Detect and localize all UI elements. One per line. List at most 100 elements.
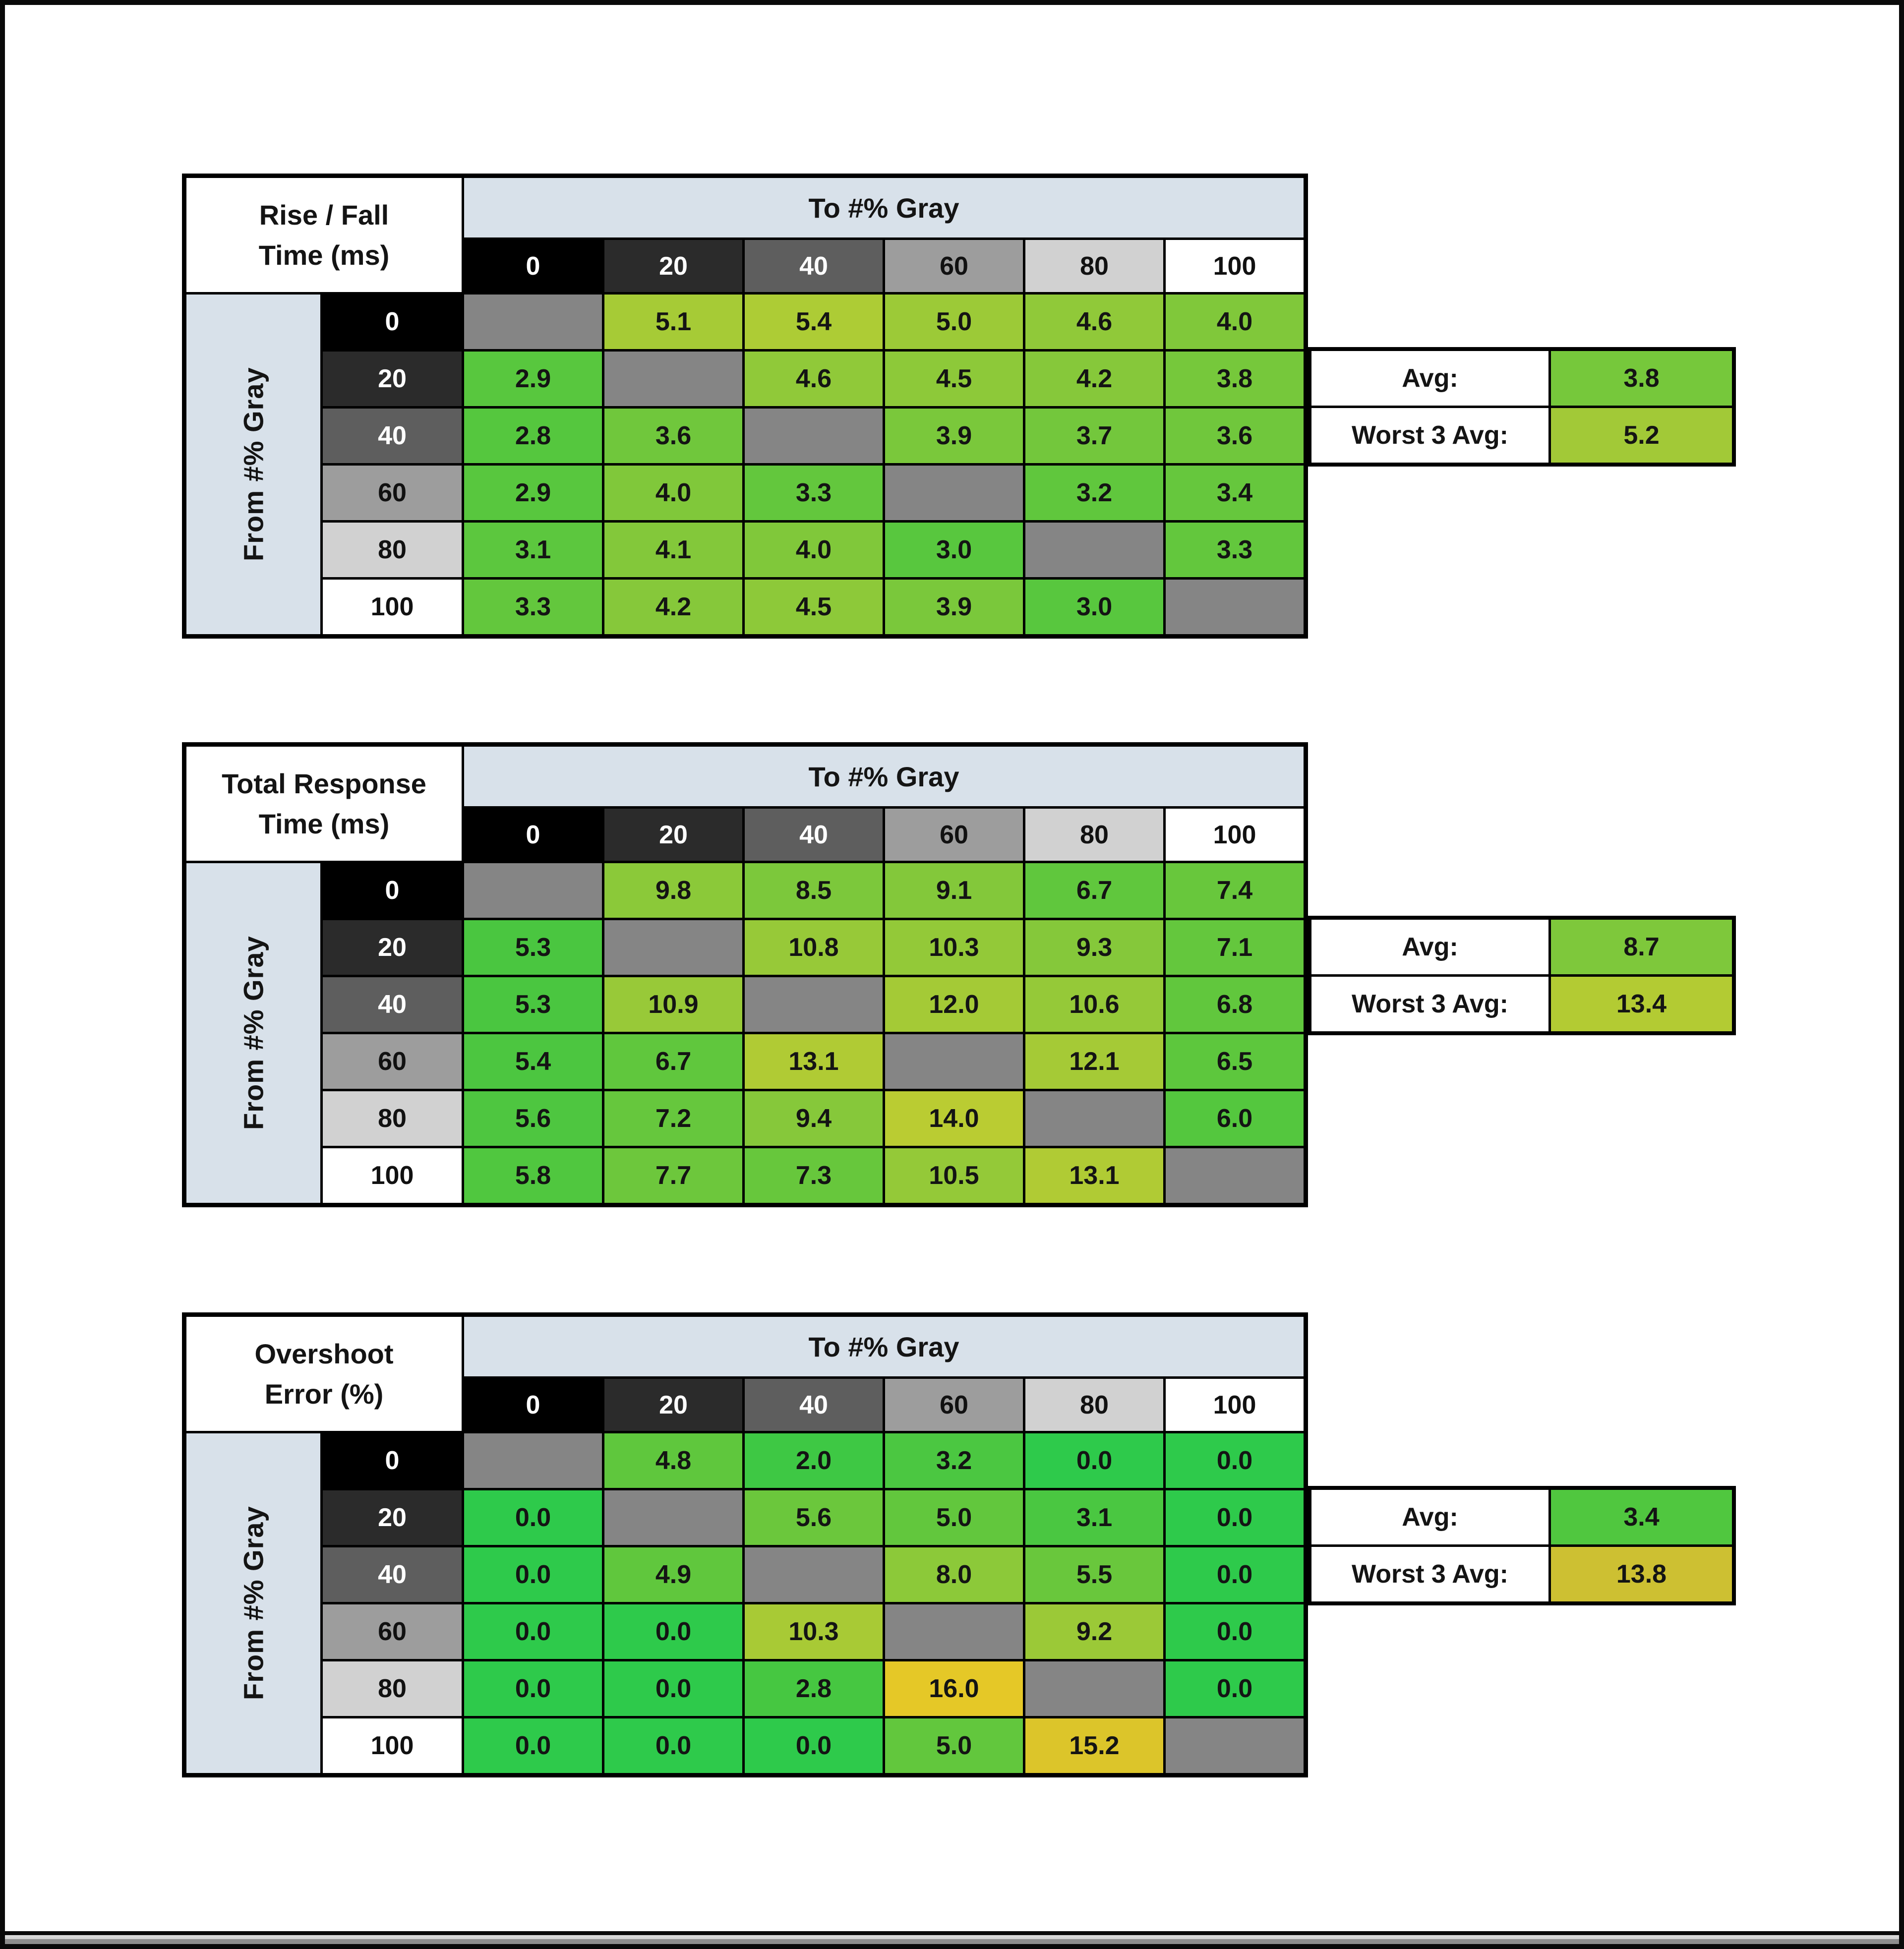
blank-diagonal-cell [464, 1433, 602, 1488]
col-header-40: 40 [745, 809, 883, 861]
value-cell-from60-to40: 10.3 [745, 1604, 883, 1659]
blank-diagonal-cell [604, 1490, 742, 1545]
value-cell-from60-to80: 3.2 [1025, 466, 1163, 520]
avg-value: 3.8 [1551, 351, 1732, 406]
value-cell-from20-to80: 9.3 [1025, 920, 1163, 975]
row-header-60: 60 [323, 466, 462, 520]
value-cell-from40-to100: 0.0 [1166, 1547, 1304, 1602]
value-cell-from100-to80: 3.0 [1025, 580, 1163, 634]
col-header-100: 100 [1166, 809, 1304, 861]
value-cell-from80-to60: 14.0 [885, 1091, 1023, 1146]
value-cell-from40-to60: 8.0 [885, 1547, 1023, 1602]
value-cell-from0-to100: 7.4 [1166, 863, 1304, 918]
row-header-20: 20 [323, 352, 462, 406]
value-cell-from60-to80: 9.2 [1025, 1604, 1163, 1659]
avg-label: Avg: [1311, 351, 1548, 406]
value-cell-from80-to0: 3.1 [464, 523, 602, 577]
value-cell-from60-to0: 0.0 [464, 1604, 602, 1659]
value-cell-from80-to20: 4.1 [604, 523, 742, 577]
value-cell-from80-to60: 3.0 [885, 523, 1023, 577]
to-gray-header: To #% Gray [464, 1317, 1304, 1376]
table-grid-total-response: Total Response Time (ms) To #% Gray 0 20 40 60… [182, 742, 1308, 1207]
col-header-100: 100 [1166, 240, 1304, 292]
value-cell-from100-to0: 3.3 [464, 580, 602, 634]
value-cell-from0-to80: 4.6 [1025, 295, 1163, 349]
value-cell-from60-to0: 2.9 [464, 466, 602, 520]
value-cell-from0-to80: 6.7 [1025, 863, 1163, 918]
blank-diagonal-cell [604, 352, 742, 406]
blank-diagonal-cell [1166, 580, 1304, 634]
value-cell-from60-to40: 3.3 [745, 466, 883, 520]
row-header-0: 0 [323, 1433, 462, 1488]
value-cell-from40-to60: 12.0 [885, 977, 1023, 1032]
avg-value: 3.4 [1551, 1490, 1732, 1544]
value-cell-from100-to0: 5.8 [464, 1148, 602, 1203]
table-rise-fall: Rise / Fall Time (ms) To #% Gray 0 20 40 60 80 1… [182, 174, 1736, 639]
row-header-80: 80 [323, 523, 462, 577]
col-header-60: 60 [885, 240, 1023, 292]
table-title-line1: Total Response [222, 768, 426, 799]
value-cell-from100-to20: 4.2 [604, 580, 742, 634]
col-header-60: 60 [885, 1379, 1023, 1431]
row-header-100: 100 [323, 1148, 462, 1203]
avg-label: Avg: [1311, 920, 1548, 974]
row-header-0: 0 [323, 863, 462, 918]
value-cell-from40-to0: 2.8 [464, 409, 602, 463]
value-cell-from100-to40: 7.3 [745, 1148, 883, 1203]
value-cell-from40-to80: 5.5 [1025, 1547, 1163, 1602]
row-header-80: 80 [323, 1661, 462, 1716]
value-cell-from60-to100: 6.5 [1166, 1034, 1304, 1089]
value-cell-from0-to60: 5.0 [885, 295, 1023, 349]
value-cell-from20-to100: 3.8 [1166, 352, 1304, 406]
blank-diagonal-cell [464, 295, 602, 349]
value-cell-from100-to40: 0.0 [745, 1718, 883, 1773]
col-header-80: 80 [1025, 809, 1163, 861]
from-gray-label: From #% Gray [186, 1433, 320, 1773]
value-cell-from100-to80: 15.2 [1025, 1718, 1163, 1773]
value-cell-from0-to80: 0.0 [1025, 1433, 1163, 1488]
value-cell-from0-to20: 5.1 [604, 295, 742, 349]
value-cell-from100-to0: 0.0 [464, 1718, 602, 1773]
summary-block-overshoot: Avg: 3.4 Worst 3 Avg: 13.8 [1308, 1486, 1736, 1605]
value-cell-from0-to40: 5.4 [745, 295, 883, 349]
value-cell-from20-to100: 0.0 [1166, 1490, 1304, 1545]
table-title-line2: Error (%) [264, 1378, 384, 1410]
row-header-80: 80 [323, 1091, 462, 1146]
worst3-value: 13.8 [1551, 1547, 1732, 1601]
value-cell-from60-to20: 0.0 [604, 1604, 742, 1659]
blank-diagonal-cell [885, 1604, 1023, 1659]
col-header-80: 80 [1025, 240, 1163, 292]
col-header-40: 40 [745, 1379, 883, 1431]
value-cell-from20-to80: 3.1 [1025, 1490, 1163, 1545]
table-grid-rise-fall: Rise / Fall Time (ms) To #% Gray 0 20 40 60 80 1… [182, 174, 1308, 639]
value-cell-from20-to40: 10.8 [745, 920, 883, 975]
blank-diagonal-cell [1025, 1091, 1163, 1146]
blank-diagonal-cell [885, 466, 1023, 520]
row-header-0: 0 [323, 295, 462, 349]
value-cell-from80-to60: 16.0 [885, 1661, 1023, 1716]
value-cell-from20-to60: 10.3 [885, 920, 1023, 975]
value-cell-from80-to100: 0.0 [1166, 1661, 1304, 1716]
col-header-100: 100 [1166, 1379, 1304, 1431]
row-header-40: 40 [323, 1547, 462, 1602]
blank-diagonal-cell [604, 920, 742, 975]
value-cell-from60-to100: 3.4 [1166, 466, 1304, 520]
value-cell-from20-to80: 4.2 [1025, 352, 1163, 406]
value-cell-from0-to20: 4.8 [604, 1433, 742, 1488]
value-cell-from40-to20: 3.6 [604, 409, 742, 463]
avg-value: 8.7 [1551, 920, 1732, 974]
col-header-20: 20 [604, 240, 742, 292]
worst3-label: Worst 3 Avg: [1311, 408, 1548, 463]
value-cell-from80-to0: 0.0 [464, 1661, 602, 1716]
blank-diagonal-cell [1025, 523, 1163, 577]
value-cell-from100-to20: 0.0 [604, 1718, 742, 1773]
value-cell-from60-to100: 0.0 [1166, 1604, 1304, 1659]
value-cell-from40-to60: 3.9 [885, 409, 1023, 463]
row-header-40: 40 [323, 409, 462, 463]
worst3-value: 13.4 [1551, 977, 1732, 1031]
value-cell-from60-to0: 5.4 [464, 1034, 602, 1089]
value-cell-from20-to60: 4.5 [885, 352, 1023, 406]
row-header-60: 60 [323, 1604, 462, 1659]
to-gray-header: To #% Gray [464, 178, 1304, 237]
